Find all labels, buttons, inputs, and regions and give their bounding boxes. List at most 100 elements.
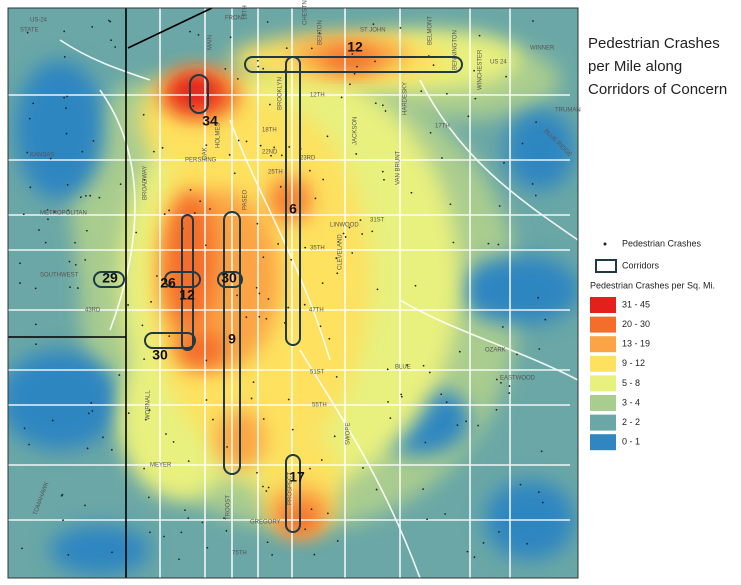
- street-label: PASEO: [243, 189, 249, 210]
- crash-point: [144, 418, 147, 421]
- crash-point: [344, 236, 347, 238]
- crash-point: [428, 371, 431, 374]
- crash-point: [376, 288, 379, 291]
- crash-point: [440, 393, 443, 396]
- crash-point: [163, 213, 166, 215]
- crash-point: [26, 31, 29, 34]
- crash-point: [285, 47, 288, 50]
- crash-point: [386, 368, 389, 371]
- density-patch: [505, 110, 575, 190]
- legend-swatch: [590, 355, 616, 372]
- density-patch: [320, 48, 380, 72]
- crash-point: [34, 287, 37, 290]
- crash-point: [67, 554, 70, 556]
- crash-point: [267, 486, 270, 489]
- crash-point: [178, 558, 180, 561]
- crash-point: [79, 196, 82, 199]
- crash-point: [420, 90, 423, 93]
- street-label: EASTWOOD: [500, 376, 536, 382]
- crash-point: [498, 531, 500, 533]
- crash-point: [521, 142, 524, 145]
- crash-point: [414, 284, 417, 287]
- crash-point: [321, 282, 324, 285]
- crash-point: [143, 358, 146, 360]
- corridor-label: 29: [102, 270, 118, 286]
- crash-point: [91, 25, 94, 28]
- crash-point: [374, 102, 377, 105]
- corridor-label: 17: [289, 469, 305, 485]
- crash-point: [374, 60, 376, 63]
- crash-point: [91, 410, 94, 412]
- corridor: [285, 454, 301, 533]
- crash-point: [266, 541, 269, 544]
- street-label: 12TH: [310, 93, 325, 99]
- crash-point: [516, 353, 518, 356]
- crash-point: [362, 467, 364, 469]
- street-label: MEYER: [150, 463, 172, 469]
- crash-point: [63, 56, 66, 58]
- street-label: 23RD: [300, 156, 316, 162]
- crash-point: [49, 157, 52, 160]
- crash-point: [76, 287, 79, 289]
- corridor-label: 12: [179, 287, 195, 303]
- crash-point: [46, 209, 49, 211]
- crash-point: [258, 292, 261, 295]
- crash-point: [223, 517, 225, 520]
- crash-point: [68, 260, 71, 263]
- street-label: 35TH: [310, 246, 325, 252]
- crash-point: [197, 33, 200, 36]
- density-patch: [165, 190, 215, 330]
- street-label: STATE: [20, 28, 38, 34]
- crash-point: [538, 348, 541, 350]
- corridor-label: 9: [228, 331, 236, 347]
- crash-point: [544, 318, 547, 321]
- crash-point: [291, 428, 294, 431]
- crash-point: [224, 67, 227, 70]
- street-label: 75TH: [232, 551, 247, 557]
- title-line: per Mile along: [588, 58, 682, 75]
- crash-point: [265, 317, 268, 320]
- crash-point: [81, 150, 84, 153]
- crash-point: [19, 282, 21, 284]
- street-label: METROPOLITAN: [40, 211, 87, 217]
- crash-point: [287, 398, 290, 401]
- crash-point: [86, 447, 89, 450]
- street-label: CLEVELAND: [338, 234, 344, 270]
- crash-point: [426, 518, 428, 521]
- legend-label: Corridors: [622, 260, 660, 270]
- crash-point: [449, 203, 452, 206]
- crash-point: [304, 528, 307, 531]
- crash-point: [280, 154, 283, 157]
- crash-point: [466, 550, 469, 553]
- crash-point: [28, 117, 31, 120]
- legend-label: 13 - 19: [622, 339, 650, 349]
- crash-point: [236, 77, 239, 80]
- crash-point: [340, 96, 343, 99]
- crash-point: [333, 435, 336, 438]
- crash-point: [163, 535, 165, 538]
- crash-point: [111, 551, 113, 554]
- crash-point: [356, 65, 358, 68]
- crash-point: [229, 36, 232, 39]
- density-patch: [8, 350, 120, 450]
- street-label: OAK: [203, 147, 209, 160]
- density-patch: [175, 330, 225, 370]
- crash-point: [60, 494, 63, 497]
- corridor-label: 34: [202, 113, 218, 129]
- crash-point: [389, 417, 392, 420]
- crash-point: [127, 304, 129, 306]
- crash-point: [256, 59, 259, 62]
- crash-point: [508, 392, 511, 394]
- map-frame: [7, 7, 579, 579]
- crash-point: [118, 374, 121, 376]
- corridor-label: 12: [347, 39, 363, 55]
- crash-point: [168, 335, 171, 338]
- crash-point: [309, 467, 311, 470]
- crash-point: [313, 553, 316, 556]
- crash-point: [351, 53, 354, 55]
- crash-point: [277, 243, 280, 245]
- street-label: BENTON: [318, 20, 324, 45]
